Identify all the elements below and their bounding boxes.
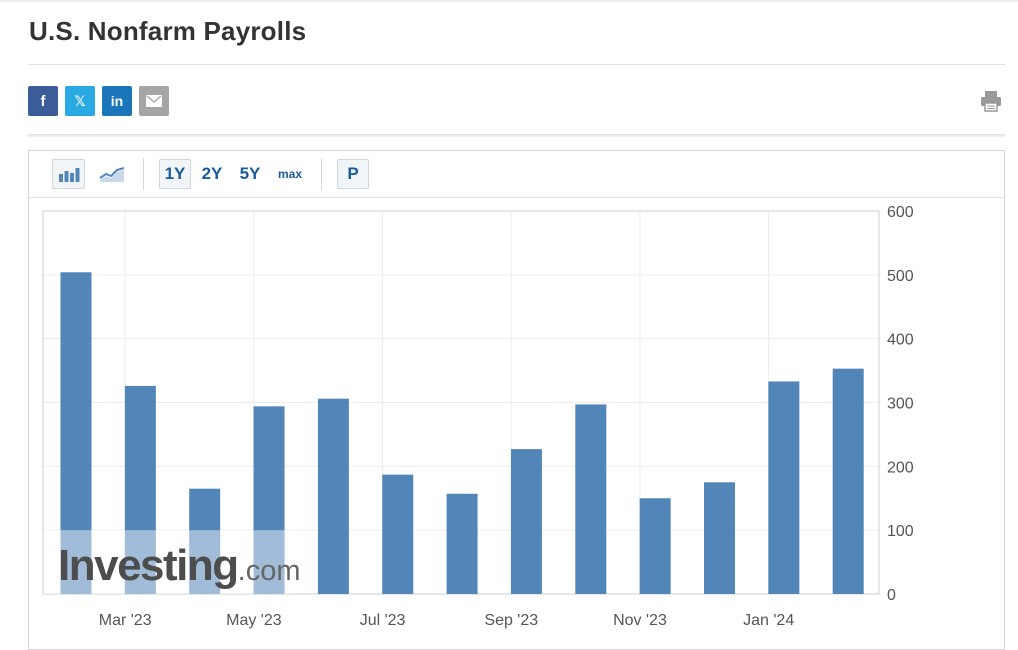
x-tick-label: Nov '23 bbox=[613, 612, 667, 629]
watermark: Investing.com bbox=[44, 530, 301, 594]
header-shadow bbox=[28, 134, 1005, 138]
top-rule bbox=[0, 0, 1018, 2]
bar[interactable] bbox=[317, 398, 349, 594]
toolbar-divider bbox=[29, 197, 1004, 198]
watermark-brand: Investing bbox=[58, 541, 238, 590]
bar[interactable] bbox=[60, 272, 92, 594]
y-tick-label: 0 bbox=[887, 587, 896, 604]
bars bbox=[60, 272, 864, 594]
title-divider bbox=[28, 64, 1005, 65]
y-tick-label: 100 bbox=[887, 523, 914, 540]
y-tick-label: 500 bbox=[887, 268, 914, 285]
bar[interactable] bbox=[510, 449, 542, 594]
facebook-share-button[interactable]: f bbox=[28, 86, 58, 116]
p-button[interactable]: P bbox=[337, 159, 369, 189]
line-chart-toggle[interactable] bbox=[95, 159, 129, 189]
bar-chart-icon bbox=[58, 168, 79, 182]
bar[interactable] bbox=[575, 404, 607, 594]
y-tick-label: 200 bbox=[887, 459, 914, 476]
x-tick-label: Jan '24 bbox=[743, 612, 794, 629]
email-share-button[interactable] bbox=[139, 86, 169, 116]
bar[interactable] bbox=[639, 498, 671, 594]
share-bar: f 𝕏 in bbox=[28, 86, 169, 116]
y-tick-label: 400 bbox=[887, 332, 914, 349]
watermark-suffix: .com bbox=[238, 555, 301, 587]
bar[interactable] bbox=[189, 488, 221, 594]
facebook-icon: f bbox=[40, 92, 46, 110]
svg-text:Investing.com: Investing.com bbox=[58, 541, 301, 590]
x-tick-label: May '23 bbox=[226, 612, 282, 629]
y-tick-label: 300 bbox=[887, 396, 914, 413]
range-2y-button[interactable]: 2Y bbox=[201, 164, 223, 183]
x-twitter-share-button[interactable]: 𝕏 bbox=[65, 86, 95, 116]
x-tick-label: Jul '23 bbox=[360, 612, 406, 629]
bar[interactable] bbox=[446, 493, 478, 594]
bar[interactable] bbox=[124, 385, 156, 594]
email-icon bbox=[146, 95, 162, 107]
axes: 0 100 200 300 400 500 600 Mar '23 May '23 Jul '23… bbox=[99, 204, 914, 629]
bar[interactable] bbox=[768, 381, 800, 594]
page-title: U.S. Nonfarm Payrolls bbox=[29, 16, 307, 46]
range-1y-button[interactable]: 1Y bbox=[159, 159, 191, 189]
print-button[interactable] bbox=[979, 89, 1003, 113]
watermark-band bbox=[44, 530, 294, 594]
linkedin-share-button[interactable]: in bbox=[102, 86, 132, 116]
x-twitter-icon: 𝕏 bbox=[74, 92, 86, 109]
chart-toolbar: 1Y 2Y 5Y max P bbox=[29, 151, 1004, 197]
linkedin-icon: in bbox=[110, 93, 124, 109]
range-max-button[interactable]: max bbox=[277, 167, 303, 181]
y-tick-label: 600 bbox=[887, 204, 914, 221]
bar[interactable] bbox=[253, 406, 285, 594]
bar[interactable] bbox=[832, 368, 864, 594]
bar[interactable] bbox=[382, 474, 414, 594]
printer-icon bbox=[981, 91, 1001, 112]
bar-chart-toggle[interactable] bbox=[52, 159, 85, 189]
x-tick-label: Mar '23 bbox=[99, 612, 152, 629]
toolbar-separator bbox=[143, 158, 144, 190]
x-tick-label: Sep '23 bbox=[484, 612, 538, 629]
toolbar-separator bbox=[321, 158, 322, 190]
line-chart-icon bbox=[99, 167, 125, 182]
range-5y-button[interactable]: 5Y bbox=[239, 164, 261, 183]
bar[interactable] bbox=[704, 482, 735, 594]
